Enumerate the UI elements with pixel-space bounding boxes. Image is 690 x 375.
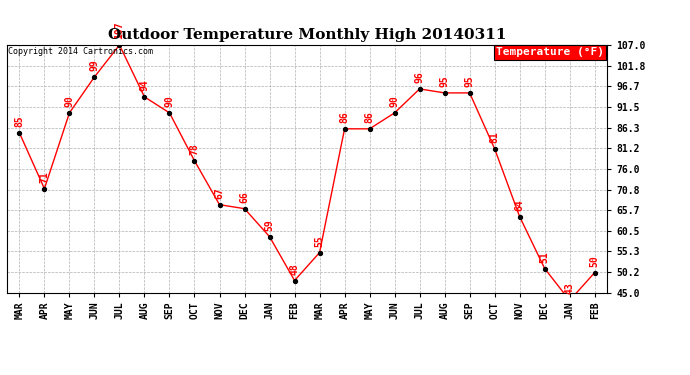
Point [264, 234, 275, 240]
Text: 64: 64 [515, 199, 524, 211]
Point [139, 94, 150, 100]
Point [464, 90, 475, 96]
Text: Copyright 2014 Cartronics.com: Copyright 2014 Cartronics.com [8, 48, 152, 57]
Point [389, 110, 400, 116]
Text: Temperature (°F): Temperature (°F) [496, 48, 604, 57]
Point [239, 206, 250, 212]
Point [489, 146, 500, 152]
Point [289, 278, 300, 284]
Text: 43: 43 [564, 283, 575, 294]
Point [414, 86, 425, 92]
Text: 90: 90 [164, 95, 175, 107]
Text: 66: 66 [239, 191, 250, 202]
Text: 59: 59 [264, 219, 275, 231]
Text: 107: 107 [115, 21, 124, 39]
Point [64, 110, 75, 116]
Point [539, 266, 550, 272]
Point [164, 110, 175, 116]
Text: 90: 90 [390, 95, 400, 107]
Text: 81: 81 [490, 131, 500, 143]
Text: 71: 71 [39, 171, 50, 183]
Text: 78: 78 [190, 143, 199, 155]
Text: 90: 90 [64, 95, 75, 107]
Point [39, 186, 50, 192]
Point [89, 74, 100, 80]
Text: 95: 95 [464, 75, 475, 87]
Point [364, 126, 375, 132]
Point [214, 202, 225, 208]
Point [439, 90, 450, 96]
Point [189, 158, 200, 164]
Text: 94: 94 [139, 79, 150, 91]
Text: 86: 86 [364, 111, 375, 123]
Text: 67: 67 [215, 187, 224, 199]
Text: 85: 85 [14, 115, 24, 127]
Point [514, 214, 525, 220]
Point [589, 270, 600, 276]
Point [339, 126, 350, 132]
Text: 86: 86 [339, 111, 350, 123]
Point [114, 42, 125, 48]
Text: 95: 95 [440, 75, 450, 87]
Title: Outdoor Temperature Monthly High 20140311: Outdoor Temperature Monthly High 2014031… [108, 28, 506, 42]
Text: 48: 48 [290, 263, 299, 274]
Text: 96: 96 [415, 71, 424, 83]
Point [314, 250, 325, 256]
Point [14, 130, 25, 136]
Text: 50: 50 [590, 255, 600, 267]
Point [564, 297, 575, 303]
Text: 55: 55 [315, 235, 324, 247]
Text: 99: 99 [90, 59, 99, 71]
Text: 51: 51 [540, 251, 550, 262]
